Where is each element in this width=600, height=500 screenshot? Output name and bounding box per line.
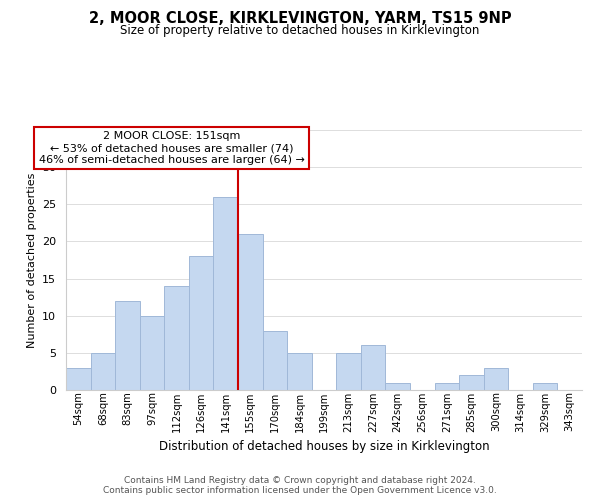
Bar (164, 286, 189, 390)
Bar (140, 316, 164, 390)
Bar (484, 368, 508, 390)
Text: Contains public sector information licensed under the Open Government Licence v3: Contains public sector information licen… (103, 486, 497, 495)
Bar (533, 382, 557, 390)
Bar (336, 353, 361, 390)
Bar (434, 382, 459, 390)
X-axis label: Distribution of detached houses by size in Kirklevington: Distribution of detached houses by size … (158, 440, 490, 453)
Bar (238, 234, 263, 390)
Bar (459, 375, 484, 390)
Bar (115, 301, 140, 390)
Text: 2, MOOR CLOSE, KIRKLEVINGTON, YARM, TS15 9NP: 2, MOOR CLOSE, KIRKLEVINGTON, YARM, TS15… (89, 11, 511, 26)
Text: Contains HM Land Registry data © Crown copyright and database right 2024.: Contains HM Land Registry data © Crown c… (124, 476, 476, 485)
Bar (361, 346, 385, 390)
Text: Size of property relative to detached houses in Kirklevington: Size of property relative to detached ho… (121, 24, 479, 37)
Y-axis label: Number of detached properties: Number of detached properties (26, 172, 37, 348)
Bar (91, 353, 115, 390)
Bar (385, 382, 410, 390)
Bar (287, 353, 312, 390)
Bar (263, 330, 287, 390)
Bar (66, 368, 91, 390)
Bar (214, 197, 238, 390)
Bar (189, 256, 214, 390)
Text: 2 MOOR CLOSE: 151sqm
← 53% of detached houses are smaller (74)
46% of semi-detac: 2 MOOR CLOSE: 151sqm ← 53% of detached h… (39, 132, 305, 164)
